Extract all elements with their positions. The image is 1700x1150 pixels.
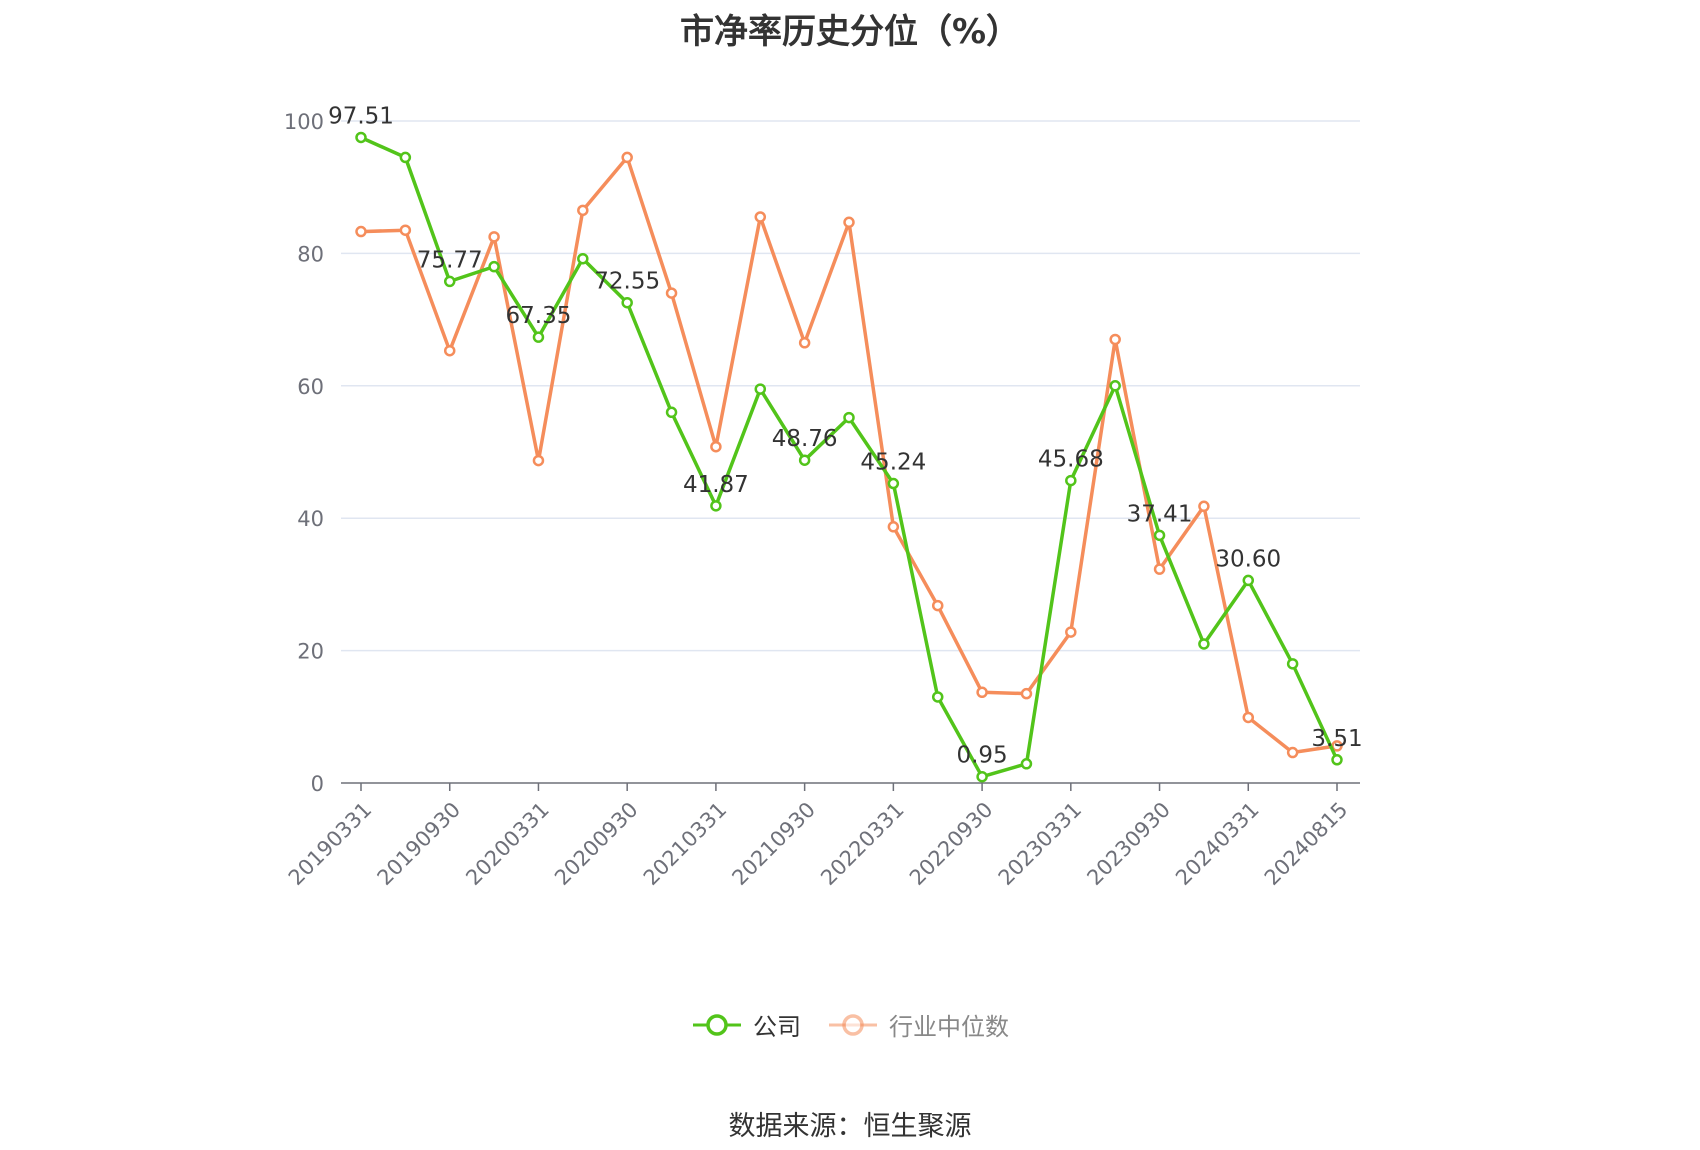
point-s0-21 [1286, 658, 1299, 670]
y-tick-label-0: 0 [311, 772, 324, 796]
point-s0-15 [1020, 758, 1033, 770]
point-s0-8 [710, 500, 722, 512]
x-tick-label-20190331: 20190331 [284, 797, 377, 890]
point-s1-4 [532, 454, 545, 467]
point-s0-6 [621, 296, 633, 309]
data-label-22: 3.51 [1311, 726, 1362, 752]
x-axis: 2019033120190930202003312020093020210331… [284, 782, 1360, 890]
data-label-12: 45.24 [860, 450, 926, 476]
x-tick-label-20240815: 20240815 [1260, 797, 1353, 890]
point-s0-0 [355, 131, 367, 144]
y-tick-label-100: 100 [284, 110, 324, 134]
legend-item-company[interactable]: 公司 [691, 1007, 801, 1042]
x-tick-label-20220331: 20220331 [816, 797, 909, 890]
legend-item-industry[interactable]: 行业中位数 [827, 1007, 1009, 1042]
legend-label-industry: 行业中位数 [889, 1013, 1009, 1041]
point-s1-0 [355, 225, 367, 238]
point-s0-22 [1331, 754, 1343, 766]
data-label-6: 72.55 [594, 269, 660, 295]
x-tick-label-20230331: 20230331 [994, 797, 1087, 890]
x-tick-label-20210930: 20210930 [727, 797, 820, 890]
point-s0-14 [976, 770, 988, 783]
point-s0-9 [754, 383, 767, 395]
data-label-4: 67.35 [506, 303, 572, 329]
y-tick-label-20: 20 [297, 640, 324, 664]
point-s1-12 [887, 521, 900, 533]
legend-company-marker [693, 1013, 741, 1036]
legend-industry-marker [829, 1013, 877, 1036]
point-s1-15 [1020, 687, 1033, 700]
point-s1-19 [1198, 500, 1210, 513]
point-s1-10 [798, 337, 811, 349]
point-s1-21 [1286, 746, 1299, 759]
data-label-14: 0.95 [956, 743, 1007, 769]
point-s1-3 [488, 231, 500, 243]
legend: 公司 行业中位数 [0, 1007, 1700, 1042]
point-s0-3 [488, 260, 500, 273]
x-tick-label-20240331: 20240331 [1171, 797, 1264, 890]
point-s0-13 [931, 691, 944, 703]
point-s0-16 [1065, 474, 1077, 487]
grid-lines: 0 20 40 60 80 100 [284, 110, 1360, 796]
x-tick-label-20220930: 20220930 [905, 797, 998, 890]
series-line-1 [360, 155, 1338, 755]
x-tick-label-20230930: 20230930 [1082, 797, 1175, 890]
point-s1-20 [1242, 711, 1255, 724]
point-s0-10 [798, 454, 811, 466]
x-tick-label-20200331: 20200331 [461, 797, 554, 890]
point-s1-11 [843, 216, 855, 229]
y-tick-label-40: 40 [297, 507, 324, 531]
point-s0-18 [1153, 529, 1166, 542]
point-s1-7 [665, 287, 678, 299]
point-s0-20 [1242, 574, 1255, 587]
point-s1-9 [754, 211, 767, 223]
x-tick-label-20200930: 20200930 [550, 797, 643, 890]
y-tick-label-80: 80 [297, 242, 324, 266]
data-label-16: 45.68 [1038, 447, 1104, 473]
data-label-8: 41.87 [683, 472, 749, 498]
data-label-2: 75.77 [417, 247, 483, 273]
point-s1-14 [976, 686, 988, 699]
x-tick-label-20210331: 20210331 [639, 797, 732, 890]
point-s1-6 [621, 151, 633, 164]
data-label-10: 48.76 [772, 426, 838, 452]
point-s0-19 [1198, 638, 1210, 650]
point-s1-8 [710, 440, 722, 453]
series-layer [355, 131, 1343, 783]
point-s1-18 [1153, 563, 1166, 575]
data-labels: 97.51 75.77 67.35 72.55 41.87 48.76 45.24 0.95 4… [328, 103, 1363, 768]
point-s0-1 [399, 151, 412, 164]
legend-label-company: 公司 [753, 1013, 801, 1041]
point-s1-2 [443, 344, 456, 357]
point-s0-5 [577, 252, 589, 265]
point-s0-17 [1109, 380, 1121, 392]
chart-title: 市净率历史分位（%） [679, 12, 1021, 52]
data-label-0: 97.51 [328, 103, 394, 129]
data-label-18: 37.41 [1127, 501, 1193, 527]
data-source: 数据来源：恒生聚源 [728, 1111, 972, 1142]
point-s1-16 [1065, 626, 1077, 638]
point-s1-17 [1109, 333, 1121, 346]
point-s0-11 [843, 411, 855, 424]
point-s1-5 [577, 204, 589, 217]
point-s0-4 [532, 331, 545, 343]
point-s0-12 [887, 477, 900, 490]
point-s0-2 [443, 275, 456, 288]
x-tick-label-20190930: 20190930 [373, 797, 466, 890]
point-s1-13 [931, 599, 944, 612]
point-s1-1 [399, 224, 412, 236]
data-label-20: 30.60 [1215, 546, 1281, 572]
point-s0-7 [665, 406, 678, 419]
y-tick-label-60: 60 [297, 375, 324, 399]
